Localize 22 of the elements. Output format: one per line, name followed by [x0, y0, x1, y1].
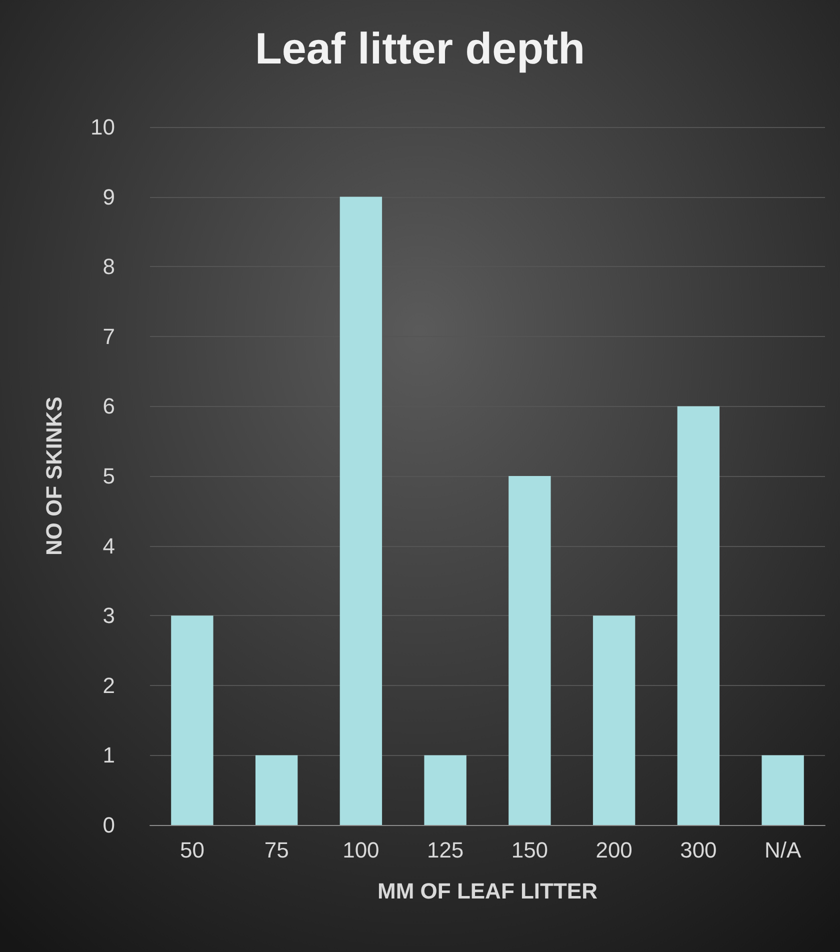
x-tick-label: 150 — [511, 838, 548, 862]
x-tick-label: N/A — [764, 838, 802, 862]
x-tick-label: 300 — [680, 838, 717, 862]
x-tick-label: 100 — [342, 838, 380, 862]
y-tick-label: 4 — [102, 533, 115, 558]
chart-title: Leaf litter depth — [254, 24, 586, 74]
y-tick-label: 0 — [102, 812, 115, 838]
x-tick-label: 50 — [180, 838, 204, 862]
y-tick-label: 5 — [102, 464, 115, 488]
y-tick-label: 9 — [102, 184, 115, 210]
y-axis-title: NO OF SKINKS — [42, 396, 66, 556]
x-tick-label: 75 — [264, 838, 289, 862]
x-tick-label: 200 — [596, 838, 632, 862]
y-tick-label: 2 — [102, 672, 115, 698]
y-tick-label: 7 — [102, 324, 115, 349]
y-tick-label: 1 — [102, 742, 115, 768]
x-axis-title: MM OF LEAF LITTER — [378, 878, 598, 904]
y-tick-label: 3 — [102, 603, 115, 628]
y-tick-label: 8 — [102, 254, 115, 280]
x-tick-label: 125 — [426, 838, 464, 862]
y-tick-label: 10 — [90, 114, 115, 140]
y-tick-label: 6 — [102, 394, 115, 419]
